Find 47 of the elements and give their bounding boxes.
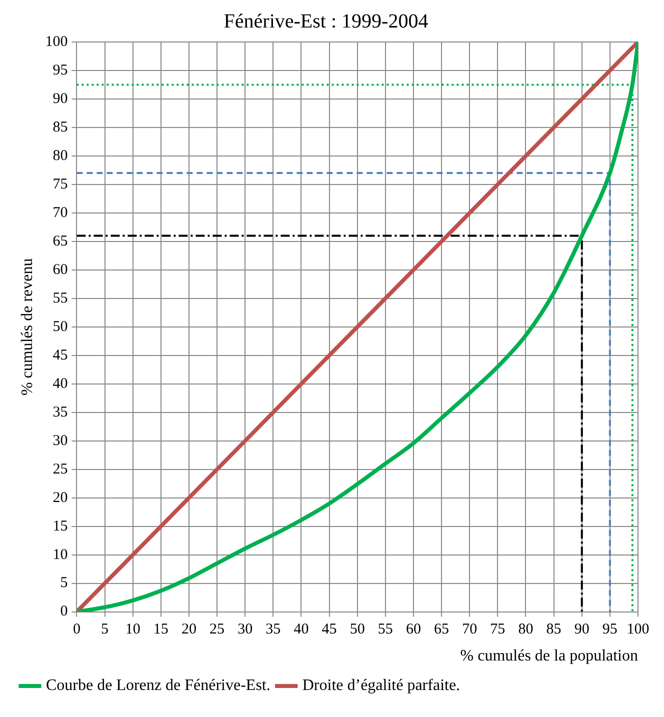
y-tick-label: 80: [52, 148, 68, 164]
y-tick-label: 25: [52, 461, 68, 478]
x-tick-label: 20: [181, 622, 196, 638]
y-tick-label: 20: [52, 490, 68, 506]
x-tick-label: 25: [210, 622, 225, 638]
x-tick-label: 35: [266, 622, 281, 638]
x-tick-label: 75: [490, 622, 506, 638]
x-tick-label: 65: [434, 622, 450, 638]
y-tick-label: 85: [52, 119, 68, 136]
x-tick-label: 10: [125, 622, 140, 638]
x-tick-label: 30: [238, 622, 253, 638]
x-tick-label: 85: [546, 622, 562, 638]
x-tick-label: 95: [602, 622, 618, 638]
y-tick-label: 15: [52, 518, 68, 534]
y-tick-label: 55: [52, 290, 68, 306]
chart-title: Fénérive-Est : 1999-2004: [224, 10, 428, 32]
y-tick-label: 100: [45, 34, 68, 50]
x-tick-label: 0: [72, 622, 80, 638]
y-tick-label: 70: [52, 204, 68, 221]
x-axis-title: % cumulés de la population: [460, 648, 638, 665]
x-tick-label: 90: [574, 622, 590, 638]
y-tick-label: 45: [52, 347, 68, 364]
x-tick-label: 45: [322, 622, 337, 638]
y-tick-label: 0: [60, 604, 68, 620]
y-tick-label: 95: [52, 62, 68, 78]
legend-label: Courbe de Lorenz de Fénérive-Est.: [46, 677, 270, 694]
x-tick-label: 80: [518, 622, 534, 638]
x-tick-label: 100: [626, 622, 650, 638]
y-tick-label: 5: [60, 575, 68, 592]
y-tick-label: 35: [52, 404, 68, 420]
y-tick-label: 10: [52, 546, 68, 563]
y-tick-label: 75: [52, 176, 68, 192]
x-tick-label: 15: [153, 622, 168, 638]
y-tick-label: 90: [52, 90, 68, 107]
y-tick-label: 30: [52, 432, 68, 449]
x-tick-label: 70: [462, 622, 478, 638]
x-tick-label: 5: [101, 622, 109, 638]
legend-label: Droite d’égalité parfaite.: [302, 677, 460, 694]
y-tick-label: 60: [52, 262, 68, 278]
x-tick-label: 55: [378, 622, 393, 638]
x-tick-label: 50: [350, 622, 365, 638]
x-tick-label: 60: [406, 622, 421, 638]
x-tick-label: 40: [294, 622, 309, 638]
y-tick-label: 50: [52, 318, 68, 335]
y-axis-title: % cumulés de revenu: [18, 258, 36, 396]
y-tick-label: 65: [52, 233, 68, 250]
y-tick-label: 40: [52, 376, 68, 392]
